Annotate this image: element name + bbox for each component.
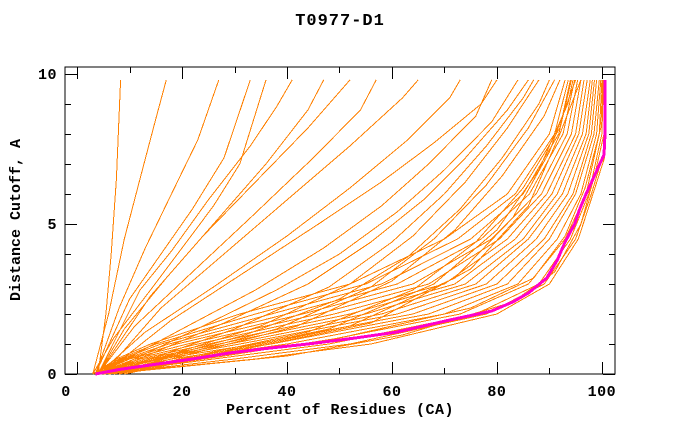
model-curve-40 <box>92 79 566 375</box>
model-curve-25 <box>98 79 604 375</box>
model-curve-38 <box>92 79 572 375</box>
model-curve-22 <box>118 79 577 375</box>
x-tick-label: 80 <box>487 384 506 401</box>
x-axis-label: Percent of Residues (CA) <box>225 402 455 419</box>
model-curve-39 <box>92 79 569 375</box>
y-tick-label: 10 <box>38 67 57 84</box>
model-curve-30 <box>97 79 595 375</box>
model-curve-8 <box>97 79 377 375</box>
model-curve-23 <box>124 79 582 375</box>
best-model-curve-44 <box>95 79 607 376</box>
y-tick-label: 5 <box>47 217 57 234</box>
model-curve-19 <box>113 79 561 375</box>
model-curve-12 <box>97 79 493 375</box>
model-curve-32 <box>95 79 591 375</box>
model-curve-14 <box>103 79 529 375</box>
model-curve-3 <box>94 79 251 375</box>
model-curve-4 <box>92 79 267 375</box>
model-curve-21 <box>113 79 574 375</box>
plot-title: T0977-D1 <box>295 12 385 31</box>
model-curve-6 <box>97 79 325 375</box>
y-tick-label: 0 <box>47 367 57 384</box>
model-curve-35 <box>95 79 582 375</box>
model-curve-0 <box>97 79 122 375</box>
model-curve-36 <box>92 79 579 375</box>
x-tick-label: 20 <box>173 384 192 401</box>
model-curve-7 <box>97 79 351 375</box>
model-curve-9 <box>102 79 419 375</box>
model-curve-2 <box>94 79 220 375</box>
model-curve-31 <box>95 79 593 375</box>
model-curve-33 <box>95 79 588 375</box>
model-curve-15 <box>108 79 535 375</box>
x-tick-label: 40 <box>277 384 296 401</box>
model-curve-28 <box>97 79 600 375</box>
x-tick-label: 100 <box>588 384 617 401</box>
model-curve-29 <box>97 79 598 375</box>
x-tick-label: 0 <box>61 384 71 401</box>
model-curve-17 <box>103 79 550 375</box>
model-curve-16 <box>108 79 540 375</box>
model-curve-13 <box>103 79 519 375</box>
model-curve-43 <box>108 79 606 375</box>
model-curve-37 <box>92 79 576 375</box>
model-curve-11 <box>102 79 498 375</box>
x-tick-label: 60 <box>382 384 401 401</box>
model-curve-5 <box>97 79 293 375</box>
model-curve-41 <box>103 79 607 375</box>
model-curve-10 <box>97 79 461 375</box>
model-curve-1 <box>92 79 167 375</box>
model-curve-26 <box>98 79 603 375</box>
model-curve-18 <box>108 79 556 375</box>
model-curve-34 <box>95 79 585 375</box>
